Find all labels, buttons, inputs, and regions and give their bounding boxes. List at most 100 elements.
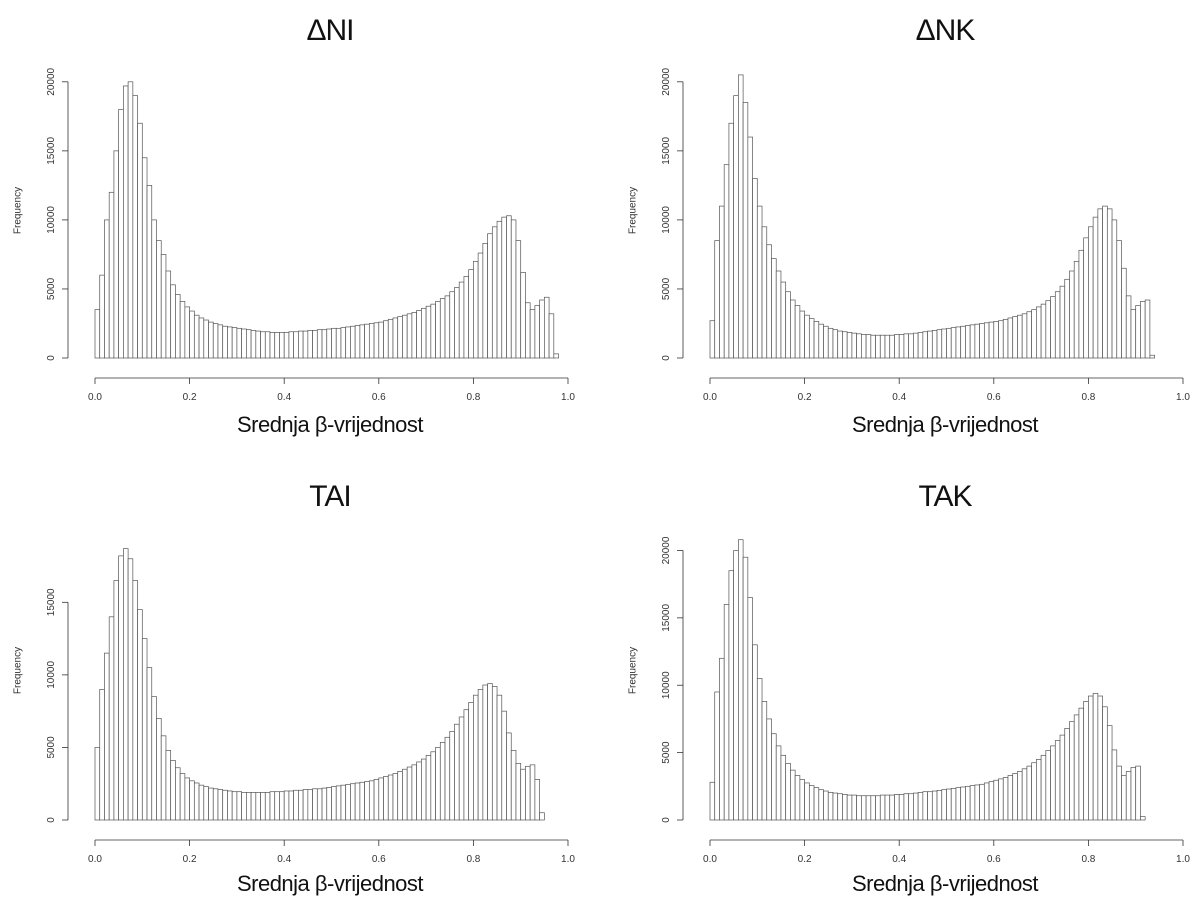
histogram-bar bbox=[1026, 765, 1032, 821]
histogram-bar bbox=[1097, 208, 1103, 359]
histogram-bar bbox=[534, 305, 540, 359]
y-tick-label: 20000 bbox=[661, 67, 672, 95]
histogram-bar bbox=[818, 789, 824, 821]
histogram-bar bbox=[539, 812, 545, 821]
histogram-bar bbox=[212, 788, 219, 821]
histogram-bar bbox=[1059, 285, 1066, 359]
histogram-bar bbox=[861, 795, 867, 821]
histogram-bar bbox=[1031, 762, 1037, 821]
histogram-bar bbox=[241, 328, 247, 359]
histogram-bar bbox=[193, 782, 200, 821]
histogram-bar bbox=[1045, 750, 1051, 821]
histogram-bar bbox=[879, 794, 886, 821]
histogram-bar bbox=[837, 793, 843, 821]
histogram-bar bbox=[965, 785, 971, 821]
y-tick-label: 20000 bbox=[46, 67, 57, 95]
histogram-bar bbox=[719, 657, 725, 821]
histogram-bar bbox=[146, 667, 153, 821]
x-tick-label: 0.2 bbox=[798, 854, 812, 865]
histogram-bar bbox=[752, 178, 758, 359]
x-tick-label: 0.0 bbox=[703, 854, 717, 865]
histogram-bar bbox=[804, 314, 810, 359]
x-tick-label: 0.6 bbox=[987, 854, 1001, 865]
histogram-bar bbox=[283, 332, 290, 359]
histogram-bar bbox=[279, 791, 285, 821]
histogram-bar bbox=[1021, 768, 1028, 821]
histogram-bar bbox=[865, 334, 872, 359]
histogram-bar bbox=[823, 325, 829, 359]
histogram-bar bbox=[756, 205, 763, 359]
histogram-bar bbox=[506, 215, 512, 359]
histogram-bar bbox=[402, 768, 408, 821]
y-tick-label: 15000 bbox=[661, 137, 672, 165]
histogram-bar bbox=[936, 329, 943, 359]
histogram-bar bbox=[326, 328, 332, 359]
histogram-bar bbox=[1102, 706, 1108, 821]
histogram-bar bbox=[487, 683, 493, 821]
histogram-bar bbox=[288, 790, 295, 821]
histogram-bar bbox=[151, 696, 157, 821]
histogram-bar bbox=[307, 789, 313, 821]
histogram-bar bbox=[936, 790, 943, 821]
histogram-bar bbox=[543, 296, 550, 359]
histogram-bar bbox=[1078, 707, 1085, 821]
x-tick-label: 0.4 bbox=[892, 392, 906, 403]
histogram-bar bbox=[1036, 759, 1042, 821]
histogram-bar bbox=[231, 327, 238, 359]
histogram-bar bbox=[950, 327, 957, 359]
x-tick-label: 0.8 bbox=[1081, 392, 1095, 403]
histogram-bar bbox=[889, 334, 895, 359]
histogram-bar bbox=[884, 334, 891, 359]
y-tick-label: 10000 bbox=[46, 206, 57, 234]
histogram-bar bbox=[217, 789, 224, 821]
histogram-bar bbox=[439, 298, 446, 359]
histogram-bar bbox=[312, 330, 318, 359]
histogram-bar bbox=[908, 793, 914, 821]
histogram-bar bbox=[813, 787, 820, 821]
histogram-bar bbox=[861, 334, 867, 359]
histogram-bar bbox=[250, 330, 257, 359]
histogram-bar bbox=[454, 287, 460, 359]
histogram-bar bbox=[473, 260, 479, 359]
histogram-bar bbox=[946, 327, 952, 359]
histogram-bar bbox=[979, 783, 985, 821]
histogram-bar bbox=[392, 317, 399, 359]
histogram-bar bbox=[510, 219, 517, 359]
histogram-bar bbox=[1125, 771, 1132, 821]
x-tick-label: 0.4 bbox=[277, 392, 291, 403]
histogram-bar bbox=[733, 550, 739, 821]
histogram-panel-tak: TAK Frequency 0 5000 10000 15000 20000 0.0 0.2… bbox=[615, 455, 1200, 910]
histogram-bar bbox=[969, 785, 976, 821]
histogram-bar bbox=[141, 638, 148, 821]
histogram-bar bbox=[208, 787, 214, 821]
histogram-bar bbox=[345, 784, 351, 821]
histogram-bar bbox=[799, 779, 805, 821]
histogram-bar bbox=[771, 733, 777, 821]
x-tick-label: 0.0 bbox=[703, 392, 717, 403]
histogram-bar bbox=[477, 689, 484, 821]
histogram-bar bbox=[269, 332, 276, 359]
histogram-bar bbox=[449, 731, 455, 821]
histogram-bar bbox=[738, 539, 744, 821]
histogram-bar bbox=[118, 109, 124, 359]
histogram-bar bbox=[898, 794, 905, 821]
histogram-bar bbox=[851, 794, 857, 821]
histogram-bar bbox=[402, 314, 408, 359]
histogram-bar bbox=[1102, 205, 1108, 359]
histogram-bar bbox=[373, 322, 380, 359]
histogram-bar bbox=[298, 789, 304, 821]
histogram-bar bbox=[217, 324, 224, 359]
y-tick-label: 0 bbox=[661, 817, 672, 823]
histogram-bar bbox=[1078, 249, 1085, 359]
histogram-bar bbox=[510, 749, 517, 821]
histogram-bar bbox=[1040, 303, 1047, 359]
x-axis-label: Srednja β-vrijednost bbox=[851, 412, 1039, 437]
histogram-bar bbox=[227, 326, 233, 359]
histogram-bar bbox=[364, 323, 370, 359]
histogram-bar bbox=[397, 316, 403, 359]
x-axis-label: Srednja β-vrijednost bbox=[851, 871, 1039, 896]
histogram-bar bbox=[879, 334, 886, 359]
histogram-bar bbox=[875, 795, 881, 821]
histogram-bar bbox=[525, 765, 531, 821]
histogram-bar bbox=[246, 792, 252, 821]
